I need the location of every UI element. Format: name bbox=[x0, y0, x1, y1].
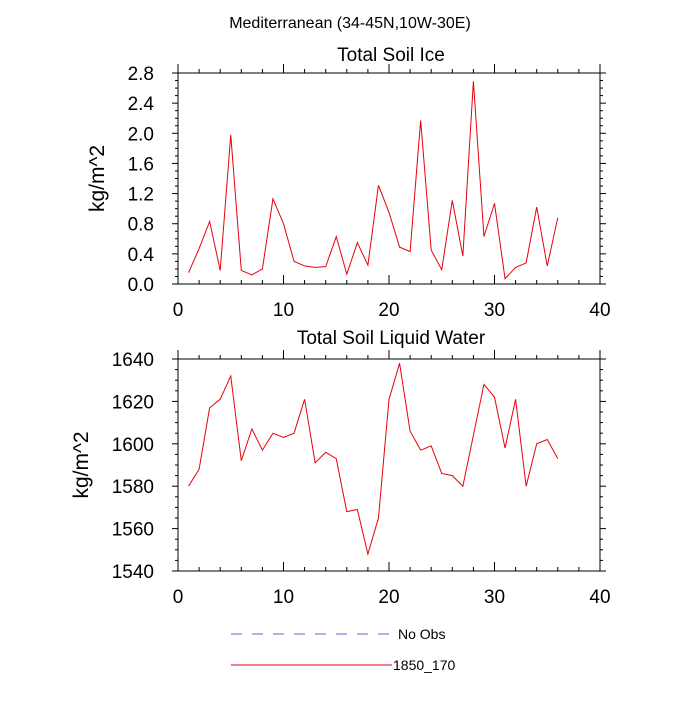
y-tick-label: 0.0 bbox=[128, 275, 154, 296]
y-tick-label: 1.6 bbox=[128, 154, 154, 175]
x-tick-label: 10 bbox=[273, 587, 294, 608]
y-axis-label: kg/m^2 bbox=[86, 145, 109, 212]
y-tick-label: 2.0 bbox=[128, 124, 154, 145]
legend: No Obs 1850_170 bbox=[231, 626, 456, 673]
y-tick-label: 1540 bbox=[112, 562, 154, 583]
y-tick-label: 0.4 bbox=[128, 245, 155, 266]
y-axis-label: kg/m^2 bbox=[70, 431, 93, 498]
x-tick-label: 30 bbox=[484, 587, 505, 608]
panel-title: Total Soil Liquid Water bbox=[297, 328, 486, 349]
y-tick-label: 1640 bbox=[112, 350, 154, 371]
series-line-1850_170 bbox=[188, 81, 559, 280]
x-tick-label: 10 bbox=[273, 300, 294, 321]
main-title: Mediterranean (34-45N,10W-30E) bbox=[229, 15, 471, 32]
legend-label: No Obs bbox=[398, 626, 445, 642]
series-line-1850_170 bbox=[188, 363, 559, 556]
x-tick-label: 40 bbox=[589, 587, 610, 608]
y-tick-label: 2.8 bbox=[128, 64, 154, 85]
chart-panel-1: 0.0 0.4 0.8 1.2 1.6 2.0 2.4 2.8 0 10 20 30 40 Total S… bbox=[86, 45, 611, 321]
panel-title: Total Soil Ice bbox=[337, 45, 445, 66]
y-tick-label: 1620 bbox=[112, 392, 154, 413]
y-tick-label: 1.2 bbox=[128, 185, 154, 206]
plot-frame bbox=[177, 72, 601, 285]
y-tick-label: 1600 bbox=[112, 435, 154, 456]
plot-frame bbox=[177, 358, 601, 572]
x-tick-label: 20 bbox=[378, 587, 399, 608]
x-tick-label: 40 bbox=[589, 300, 610, 321]
x-tick-label: 20 bbox=[378, 300, 399, 321]
chart-panels: 0.0 0.4 0.8 1.2 1.6 2.0 2.4 2.8 0 10 20 30 40 Total S… bbox=[70, 45, 611, 608]
chart-panel-2: 1540 1560 1580 1600 1620 1640 0 10 20 30 40 Total S… bbox=[70, 328, 611, 608]
legend-label: 1850_170 bbox=[393, 657, 456, 673]
x-tick-label: 0 bbox=[173, 300, 184, 321]
y-tick-label: 1560 bbox=[112, 520, 154, 541]
x-tick-label: 30 bbox=[484, 300, 505, 321]
y-tick-label: 2.4 bbox=[128, 94, 155, 115]
y-tick-label: 0.8 bbox=[128, 215, 154, 236]
x-tick-label: 0 bbox=[173, 587, 184, 608]
y-tick-label: 1580 bbox=[112, 477, 154, 498]
